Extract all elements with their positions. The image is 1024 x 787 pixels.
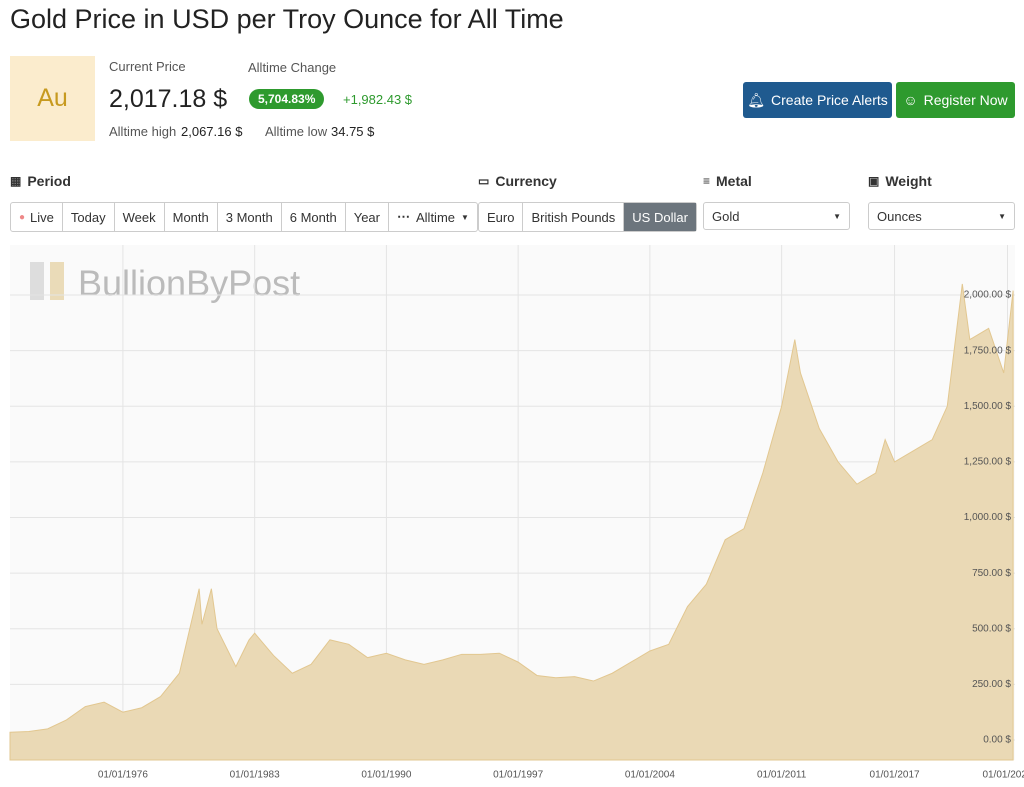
x-tick-label: 01/01/2011 bbox=[757, 770, 807, 781]
change-percent: 5,704.83% bbox=[249, 89, 325, 109]
x-tick-label: 01/01/2017 bbox=[870, 770, 920, 781]
weight-value: Ounces bbox=[877, 208, 922, 224]
period-group: ● Live Today Week Month 3 Month 6 Month Y… bbox=[10, 202, 478, 232]
watermark: BullionByPost bbox=[78, 263, 300, 304]
period-text: Live bbox=[30, 209, 54, 225]
chart: BullionByPost 0.00 $ 250.00 $ 500.00 $ 750.… bbox=[9, 245, 1024, 781]
user-icon: ☺ bbox=[903, 92, 918, 108]
metal-select[interactable]: Gold ▼ bbox=[703, 202, 850, 230]
period-option[interactable]: ⋯ Alltime ▼ bbox=[397, 209, 469, 225]
logo-bar bbox=[50, 262, 64, 300]
current-price-label: Current Price bbox=[109, 59, 186, 74]
high-label: Alltime high bbox=[109, 124, 177, 139]
weight-heading: ▣ Weight bbox=[868, 173, 932, 189]
symbol-tile: Au bbox=[10, 56, 95, 141]
y-tick-label: 2,000.00 $ bbox=[964, 290, 1012, 301]
change-label: Alltime Change bbox=[248, 60, 337, 75]
x-tick-label: 01/01/1990 bbox=[361, 770, 411, 781]
weight-label: Weight bbox=[885, 173, 932, 189]
currency-label: Currency bbox=[495, 173, 557, 189]
metal-heading: ≡ Metal bbox=[703, 173, 752, 189]
period-heading: ▦ Period bbox=[10, 173, 71, 189]
period-option[interactable]: Month bbox=[165, 203, 218, 231]
metal-label: Metal bbox=[716, 173, 752, 189]
register-button-text: Register Now bbox=[923, 92, 1008, 108]
period-text: Alltime bbox=[416, 209, 456, 225]
x-tick-label: 01/01/2004 bbox=[625, 770, 675, 781]
currency-option[interactable]: US Dollar bbox=[624, 203, 696, 231]
weight-select[interactable]: Ounces ▼ bbox=[868, 202, 1015, 230]
period-option[interactable]: Year bbox=[346, 203, 389, 231]
period-option[interactable]: Today bbox=[63, 203, 115, 231]
logo-bar bbox=[30, 262, 44, 300]
metal-value: Gold bbox=[712, 208, 740, 224]
page-title: Gold Price in USD per Troy Ounce for All… bbox=[10, 4, 564, 34]
x-tick-label: 01/01/1983 bbox=[230, 770, 280, 781]
x-tick-label: 01/01/2023 bbox=[982, 770, 1024, 781]
y-tick-label: 0.00 $ bbox=[983, 735, 1011, 746]
area bbox=[9, 283, 1014, 761]
low-label: Alltime low bbox=[265, 124, 328, 139]
period-option[interactable]: ● Live bbox=[11, 203, 63, 231]
period-option[interactable]: 3 Month bbox=[218, 203, 282, 231]
y-tick-label: 1,250.00 $ bbox=[964, 457, 1012, 468]
x-tick-label: 01/01/1997 bbox=[493, 770, 543, 781]
current-price: 2,017.18 $ bbox=[109, 85, 228, 113]
y-tick-label: 1,500.00 $ bbox=[964, 401, 1012, 412]
y-tick-label: 1,750.00 $ bbox=[964, 345, 1012, 356]
low-value: 34.75 $ bbox=[331, 124, 375, 139]
register-button[interactable]: ☺ Register Now bbox=[896, 82, 1015, 118]
high-value: 2,067.16 $ bbox=[181, 124, 243, 139]
change-amount: +1,982.43 $ bbox=[343, 92, 413, 107]
currency-option[interactable]: British Pounds bbox=[523, 203, 625, 231]
alert-button[interactable]: 🔔︎ Create Price Alerts bbox=[743, 82, 892, 118]
period-option[interactable]: 6 Month bbox=[282, 203, 346, 231]
y-tick-label: 250.00 $ bbox=[972, 679, 1011, 690]
currency-heading: ▭ Currency bbox=[478, 173, 557, 189]
y-tick-label: 500.00 $ bbox=[972, 623, 1011, 634]
x-tick-label: 01/01/1976 bbox=[98, 770, 148, 781]
y-tick-label: 1,000.00 $ bbox=[964, 512, 1012, 523]
y-tick-label: 750.00 $ bbox=[972, 568, 1011, 579]
alert-button-text: Create Price Alerts bbox=[771, 92, 888, 108]
currency-option[interactable]: Euro bbox=[479, 203, 524, 231]
period-label: Period bbox=[27, 173, 71, 189]
period-option[interactable]: Week bbox=[115, 203, 165, 231]
currency-group: Euro British Pounds US Dollar bbox=[478, 202, 697, 232]
bell-icon: 🔔︎ bbox=[747, 91, 766, 108]
